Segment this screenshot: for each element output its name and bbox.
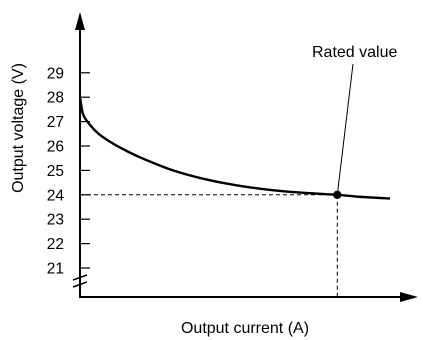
y-axis-arrow-icon bbox=[75, 12, 85, 30]
annotation-leader bbox=[336, 63, 354, 195]
y-tick-label-22: 22 bbox=[47, 236, 64, 253]
series-curve-group bbox=[80, 96, 391, 200]
y-tick-label-28: 28 bbox=[47, 90, 64, 107]
rated-value-point bbox=[333, 190, 342, 199]
y-tick-label-26: 26 bbox=[47, 139, 64, 156]
annotation-group bbox=[333, 63, 354, 199]
y-tick-label-24: 24 bbox=[47, 187, 65, 204]
y-ticks: 21 22 23 24 25 26 27 28 29 bbox=[47, 65, 90, 278]
y-tick-label-27: 27 bbox=[47, 114, 64, 131]
x-axis-arrow-icon bbox=[400, 292, 418, 302]
y-axis-label: Output voltage (V) bbox=[10, 63, 27, 193]
y-axis-break-icon bbox=[72, 274, 88, 288]
y-tick-label-29: 29 bbox=[47, 65, 64, 82]
y-tick-label-25: 25 bbox=[47, 163, 64, 180]
y-tick-label-21: 21 bbox=[47, 261, 64, 278]
rated-guides bbox=[80, 194, 338, 297]
series-line bbox=[80, 96, 391, 200]
x-axis-label: Output current (A) bbox=[181, 320, 309, 337]
y-tick-label-23: 23 bbox=[47, 212, 64, 229]
annotation-label: Rated value bbox=[312, 44, 397, 61]
